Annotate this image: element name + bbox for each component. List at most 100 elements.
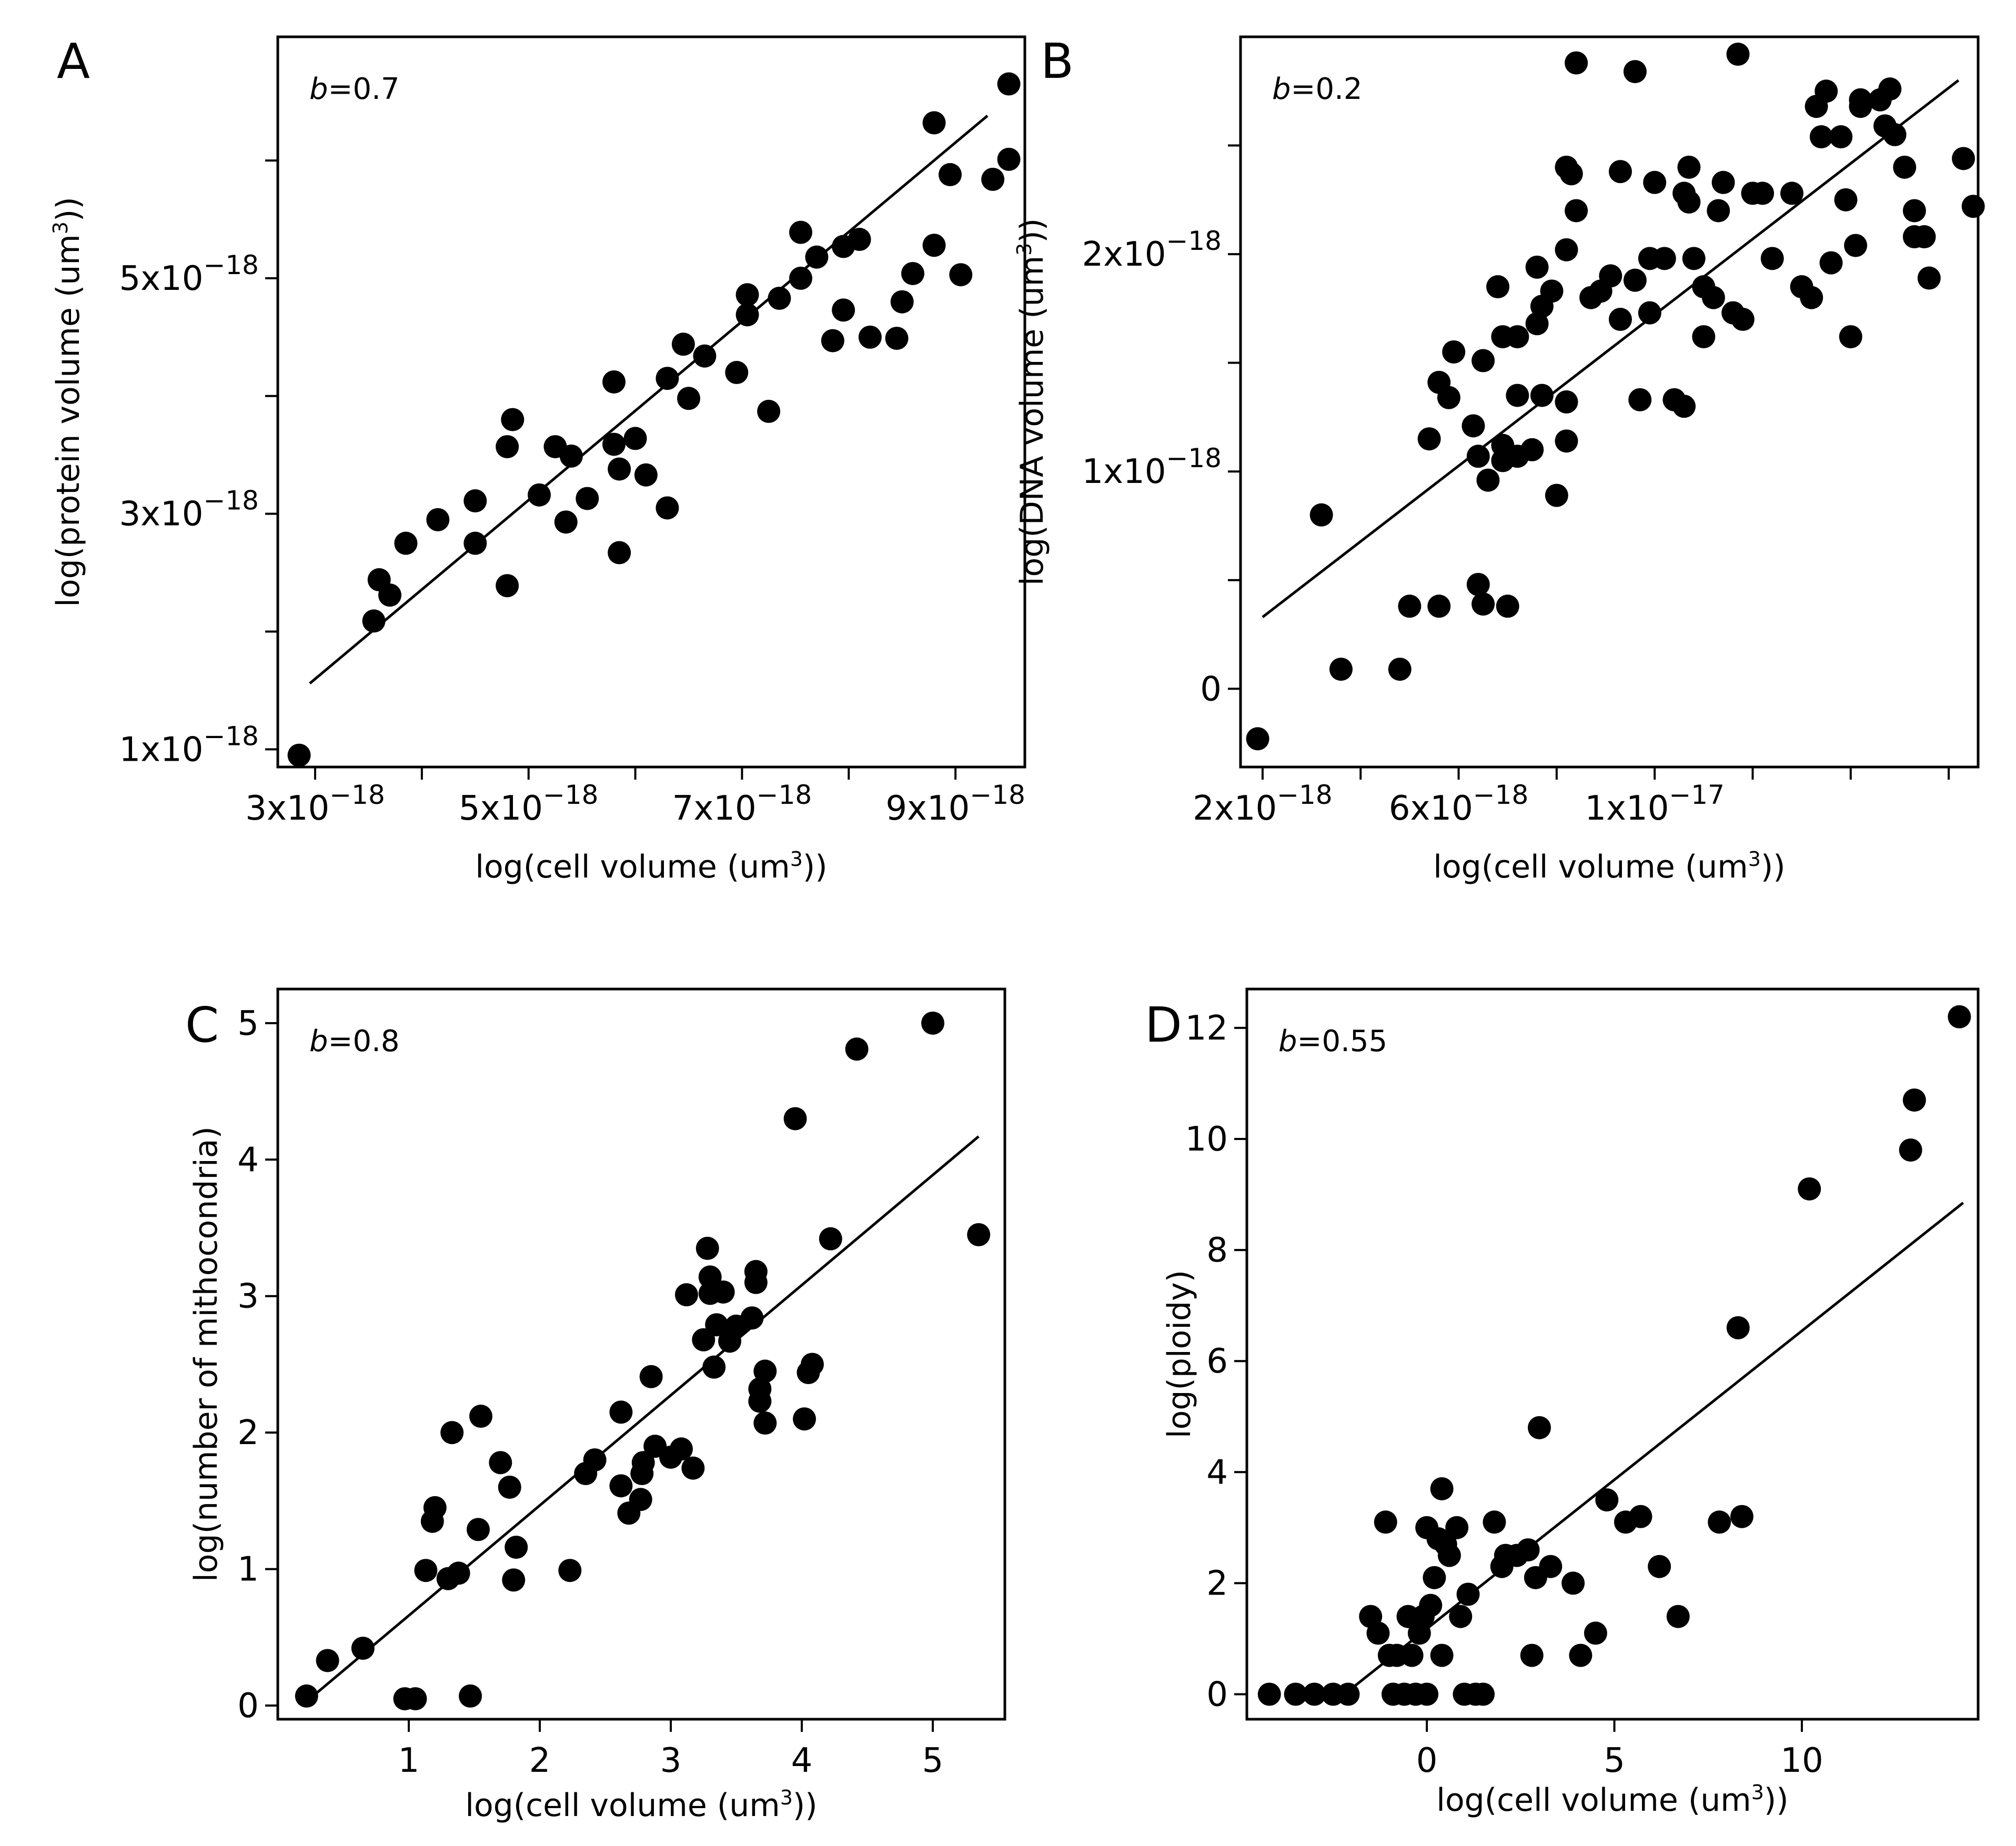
data-point <box>1471 349 1495 372</box>
data-point <box>1466 445 1490 468</box>
data-point <box>692 1328 715 1351</box>
data-point <box>501 408 525 431</box>
data-point <box>1506 325 1529 349</box>
x-tick-label: 1 <box>398 1741 420 1780</box>
plot-frame <box>276 35 1026 769</box>
data-point <box>1449 1605 1473 1628</box>
data-point <box>997 147 1021 171</box>
x-tick-label: 2 <box>529 1741 551 1780</box>
data-point <box>669 1437 693 1461</box>
data-point <box>674 1283 698 1307</box>
data-point <box>1878 77 1902 101</box>
data-point <box>1815 79 1838 103</box>
data-point <box>753 1359 777 1383</box>
y-tick-label-exponent: −18 <box>203 721 259 751</box>
data-point <box>351 1637 375 1660</box>
y-tick-label: 5x10−18 <box>119 250 259 298</box>
x-tick-label-exponent: −17 <box>1669 780 1725 810</box>
data-point <box>725 361 749 385</box>
x-tick-label-mantissa: 5 <box>922 1741 944 1780</box>
fit-line <box>1262 79 1960 618</box>
data-point <box>1388 658 1412 681</box>
y-tick-label: 2 <box>237 1414 259 1452</box>
data-point <box>1780 181 1804 205</box>
y-tick-label-exponent: −18 <box>203 486 259 516</box>
data-point <box>1819 251 1843 275</box>
data-point <box>1437 386 1460 409</box>
x-tick-label-exponent: −18 <box>543 780 599 810</box>
x-tick-label: 5 <box>922 1741 944 1780</box>
y-tick-label-mantissa: 0 <box>1206 1676 1228 1714</box>
fit-line <box>1343 1202 1964 1696</box>
data-point <box>783 1107 807 1131</box>
y-axis-label-main: log(protein volume (um <box>50 234 87 607</box>
y-tick-label-mantissa: 5x10 <box>119 259 203 298</box>
slope-value: =0.2 <box>1291 72 1363 106</box>
data-point <box>848 228 871 251</box>
x-tick-label-exponent: −18 <box>970 780 1025 810</box>
y-tick-label-mantissa: 3 <box>237 1277 259 1316</box>
data-point <box>1417 427 1441 451</box>
data-point <box>939 163 962 186</box>
y-tick-label: 1x10−18 <box>1082 443 1222 491</box>
y-tick-label: 4 <box>1206 1453 1228 1492</box>
data-point <box>1437 1544 1461 1567</box>
y-axis-label-sup: 3 <box>1013 243 1036 256</box>
y-tick-label-exponent: −18 <box>1166 443 1222 473</box>
y-tick-label-mantissa: 4 <box>1206 1453 1228 1492</box>
data-point <box>793 1407 817 1431</box>
data-point <box>1666 1605 1690 1628</box>
x-tick-label-mantissa: 2 <box>529 1741 551 1780</box>
slope-value: =0.8 <box>328 1024 400 1058</box>
data-point <box>1445 1516 1469 1539</box>
data-point <box>1726 43 1750 66</box>
y-tick-label: 4 <box>237 1141 259 1179</box>
data-point <box>789 266 812 290</box>
y-axis-label: log(DNA volume (um3)) <box>1013 218 1051 586</box>
data-point <box>316 1649 339 1672</box>
data-point <box>677 387 700 410</box>
x-tick-label-mantissa: 10 <box>1780 1741 1823 1780</box>
y-tick-label: 0 <box>1200 670 1222 709</box>
data-point <box>711 1280 735 1304</box>
data-point <box>753 1411 777 1435</box>
data-point <box>819 1227 842 1250</box>
data-point <box>901 261 924 285</box>
plot-frame <box>1239 35 1980 769</box>
data-point <box>702 1355 726 1379</box>
data-point <box>1461 414 1485 438</box>
data-point <box>631 1451 655 1475</box>
y-tick-label: 3 <box>237 1277 259 1316</box>
data-point <box>705 1313 729 1337</box>
y-tick-label: 1x10−18 <box>119 721 259 769</box>
data-point <box>845 1037 869 1061</box>
data-point <box>1731 308 1755 331</box>
data-point <box>1652 247 1676 270</box>
data-point <box>404 1687 427 1711</box>
x-tick-label-mantissa: 3x10 <box>245 789 329 828</box>
data-point <box>1483 1510 1506 1534</box>
slope-variable: b <box>309 1024 328 1058</box>
x-tick-label-mantissa: 5x10 <box>459 789 543 828</box>
data-point <box>1257 1682 1281 1706</box>
x-tick-label: 5 <box>1604 1741 1625 1780</box>
y-tick-label: 0 <box>237 1687 259 1726</box>
data-point <box>1708 1510 1731 1534</box>
data-point <box>1730 1505 1753 1528</box>
data-point <box>576 487 599 510</box>
y-tick-label: 2 <box>1206 1564 1228 1603</box>
data-point <box>1829 125 1853 149</box>
data-point <box>1917 266 1941 290</box>
y-tick-label: 8 <box>1206 1231 1228 1270</box>
panel-letter: B <box>1041 33 1074 89</box>
data-point <box>414 1559 438 1582</box>
x-axis-label-sup: 3 <box>1751 1781 1764 1804</box>
panel-letter: A <box>57 33 90 89</box>
data-point <box>1400 1643 1424 1667</box>
data-point <box>1629 1505 1652 1528</box>
data-point <box>1584 1621 1607 1645</box>
data-point <box>1682 247 1706 270</box>
x-tick-label-mantissa: 7x10 <box>672 789 757 828</box>
data-point <box>757 399 781 423</box>
data-point <box>656 496 679 520</box>
